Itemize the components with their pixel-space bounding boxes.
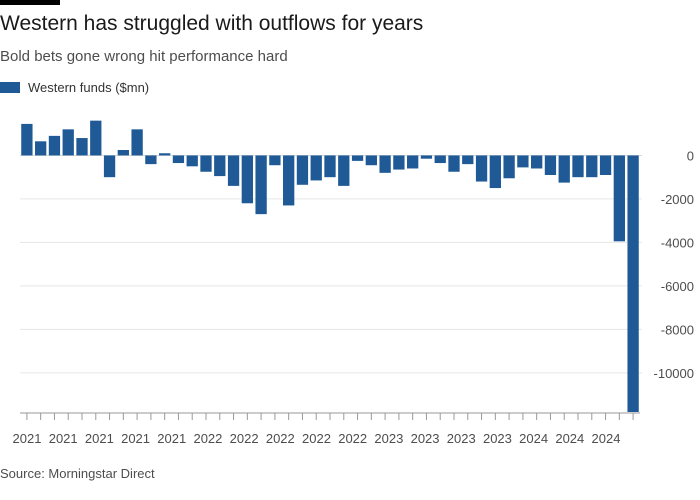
- bar: [214, 155, 226, 177]
- bar: [90, 120, 102, 156]
- bar: [269, 155, 281, 166]
- bar: [131, 129, 143, 156]
- bar: [462, 155, 474, 165]
- bar: [599, 155, 612, 176]
- x-tick-label: 2022: [230, 431, 259, 446]
- bar: [241, 155, 253, 204]
- y-tick-label: -6000: [661, 279, 694, 294]
- bar: [627, 155, 639, 412]
- bar: [586, 155, 598, 178]
- source-note: Source: Morningstar Direct: [0, 466, 155, 481]
- legend-swatch: [0, 82, 20, 93]
- y-tick-label: -10000: [654, 366, 694, 381]
- bar: [558, 155, 570, 183]
- bar: [103, 155, 116, 178]
- bar: [517, 155, 529, 168]
- bar: [62, 129, 74, 156]
- x-tick-label: 2022: [266, 431, 295, 446]
- bar: [48, 135, 61, 156]
- x-tick-label: 2023: [483, 431, 512, 446]
- x-tick-label: 2022: [302, 431, 331, 446]
- bar: [200, 155, 212, 172]
- bar: [503, 155, 515, 179]
- x-tick-label: 2024: [555, 431, 584, 446]
- bar: [186, 155, 198, 167]
- bar: [255, 155, 267, 215]
- bar: [531, 155, 543, 169]
- legend: Western funds ($mn): [0, 80, 149, 95]
- bar: [544, 155, 557, 176]
- bar: [21, 123, 33, 156]
- bar: [159, 153, 171, 156]
- chart-title: Western has struggled with outflows for …: [0, 12, 424, 35]
- top-accent-rule: [0, 0, 60, 5]
- bar: [338, 155, 350, 186]
- x-tick-label: 2023: [411, 431, 440, 446]
- bar: [434, 155, 446, 164]
- x-tick-label: 2021: [157, 431, 186, 446]
- bar: [324, 155, 336, 178]
- bar: [35, 141, 47, 156]
- x-tick-label: 2021: [85, 431, 114, 446]
- x-tick-label: 2022: [338, 431, 367, 446]
- bar: [283, 155, 295, 206]
- bar: [572, 155, 584, 178]
- bar: [117, 150, 129, 156]
- bar: [379, 155, 391, 173]
- bar: [475, 155, 488, 182]
- chart-subtitle: Bold bets gone wrong hit performance har…: [0, 48, 288, 65]
- x-tick-label: 2024: [519, 431, 548, 446]
- y-tick-label: -4000: [661, 235, 694, 250]
- x-tick-label: 2023: [447, 431, 476, 446]
- bar: [310, 155, 322, 181]
- bar: [407, 155, 419, 169]
- bar: [365, 155, 377, 166]
- y-tick-label: -8000: [661, 322, 694, 337]
- bar: [172, 155, 185, 164]
- bar: [76, 138, 88, 156]
- x-tick-label: 2023: [374, 431, 403, 446]
- bar: [448, 155, 460, 172]
- x-tick-label: 2021: [49, 431, 78, 446]
- y-tick-label: 0: [687, 148, 694, 163]
- bar: [296, 155, 309, 185]
- bar: [145, 155, 157, 165]
- x-tick-label: 2024: [592, 431, 621, 446]
- x-tick-label: 2021: [121, 431, 150, 446]
- bar: [393, 155, 405, 170]
- bar: [420, 155, 433, 159]
- legend-label: Western funds ($mn): [28, 80, 150, 95]
- y-tick-label: -2000: [661, 192, 694, 207]
- bar: [351, 155, 364, 161]
- x-tick-label: 2021: [13, 431, 42, 446]
- x-tick-label: 2022: [193, 431, 222, 446]
- bar: [613, 155, 625, 242]
- bar: [489, 155, 501, 189]
- bar: [227, 155, 240, 186]
